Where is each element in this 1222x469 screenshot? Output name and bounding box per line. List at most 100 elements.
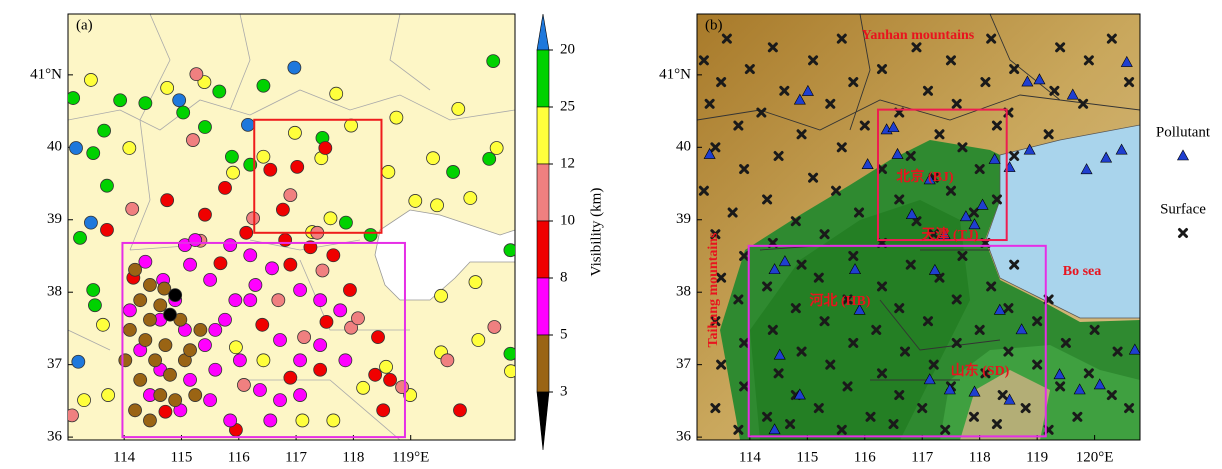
- pollutant-marker: [988, 152, 1001, 164]
- station: [138, 254, 153, 269]
- y-tick-label: 40: [676, 139, 691, 155]
- pollutant-marker: [993, 303, 1006, 315]
- surface-marker: [767, 324, 778, 335]
- station: [128, 262, 142, 277]
- station: [278, 233, 293, 247]
- colorbar-tick-label: 12: [560, 155, 575, 171]
- colorbar-segment: [536, 334, 550, 393]
- station: [489, 141, 504, 155]
- pollutant-marker: [943, 383, 956, 395]
- station: [241, 117, 255, 132]
- station: [128, 403, 142, 418]
- surface-marker: [756, 107, 767, 118]
- colorbar-tick-label: 25: [560, 98, 575, 114]
- station: [351, 311, 365, 326]
- station: [338, 353, 353, 368]
- surface-marker: [928, 229, 939, 240]
- station: [239, 225, 254, 240]
- station: [153, 388, 168, 402]
- surface-marker: [997, 390, 1008, 401]
- x-tick-label: 119°E: [392, 449, 429, 465]
- station: [163, 307, 177, 322]
- station: [276, 202, 290, 217]
- surface-marker: [1124, 77, 1135, 88]
- station: [84, 73, 98, 87]
- station: [188, 388, 203, 402]
- station: [440, 353, 455, 368]
- station: [446, 165, 461, 179]
- surface-marker: [951, 294, 962, 305]
- surface-marker: [1009, 259, 1020, 270]
- station: [504, 364, 515, 379]
- surface-marker: [848, 77, 859, 88]
- surface-marker: [1003, 303, 1014, 314]
- station: [471, 333, 486, 347]
- surface-marker: [773, 368, 784, 379]
- surface-marker: [1032, 316, 1043, 327]
- pollutant-marker: [1003, 393, 1016, 405]
- colorbar-tick-label: 10: [560, 212, 575, 228]
- station: [203, 272, 218, 287]
- pollutant-marker: [1100, 151, 1113, 163]
- surface-marker: [974, 324, 985, 335]
- station: [343, 283, 357, 297]
- surface-marker: [842, 294, 853, 305]
- surface-marker: [877, 164, 888, 175]
- y-tick-label: 39: [676, 211, 691, 227]
- pollutant-marker: [773, 348, 786, 360]
- surface-marker: [739, 337, 750, 348]
- surface-marker: [957, 250, 968, 261]
- station: [203, 393, 218, 408]
- surface-marker: [808, 55, 819, 66]
- surface-marker: [785, 419, 796, 430]
- station: [339, 215, 353, 230]
- station: [371, 330, 385, 345]
- surface-marker: [928, 359, 939, 370]
- colorbar-segment: [536, 163, 550, 222]
- station: [468, 275, 483, 289]
- surface-marker: [888, 419, 899, 430]
- pollutant-marker: [853, 303, 866, 315]
- station: [101, 388, 116, 402]
- surface-marker: [825, 359, 836, 370]
- station: [122, 303, 137, 318]
- station: [395, 380, 410, 395]
- station: [248, 278, 263, 292]
- surface-marker: [698, 185, 709, 196]
- station: [263, 413, 278, 428]
- station: [122, 322, 137, 337]
- surface-marker: [899, 346, 910, 357]
- station: [122, 141, 137, 155]
- station: [329, 86, 344, 101]
- annotation: Yanhan mountains: [862, 28, 975, 43]
- surface-marker: [991, 120, 1002, 131]
- surface-marker: [808, 172, 819, 183]
- pollutant-marker: [768, 263, 781, 275]
- station: [379, 359, 393, 374]
- station: [256, 353, 271, 368]
- pollutant-marker: [891, 147, 904, 159]
- annotation: Bo sea: [1063, 264, 1102, 279]
- station: [381, 165, 396, 179]
- pollutant-marker: [768, 423, 781, 435]
- surface-marker: [871, 324, 882, 335]
- pollutant-marker: [928, 263, 941, 275]
- colorbar-tick-label: 5: [560, 326, 568, 342]
- surface-marker: [796, 129, 807, 140]
- x-tick-label: 114: [739, 449, 761, 465]
- station: [318, 141, 333, 155]
- pollutant-marker: [1021, 75, 1034, 87]
- y-tick-label: 36: [676, 429, 692, 445]
- surface-marker: [819, 229, 830, 240]
- station: [344, 320, 359, 335]
- y-tick-label: 36: [47, 429, 63, 445]
- station: [193, 322, 208, 337]
- surface-marker: [831, 185, 842, 196]
- station: [283, 370, 298, 385]
- annotation: 天津 (TJ): [921, 226, 978, 243]
- x-tick-label: 116: [228, 449, 250, 465]
- pollutant-marker: [1115, 143, 1128, 155]
- station: [319, 315, 334, 329]
- station: [408, 194, 423, 208]
- station: [176, 105, 191, 120]
